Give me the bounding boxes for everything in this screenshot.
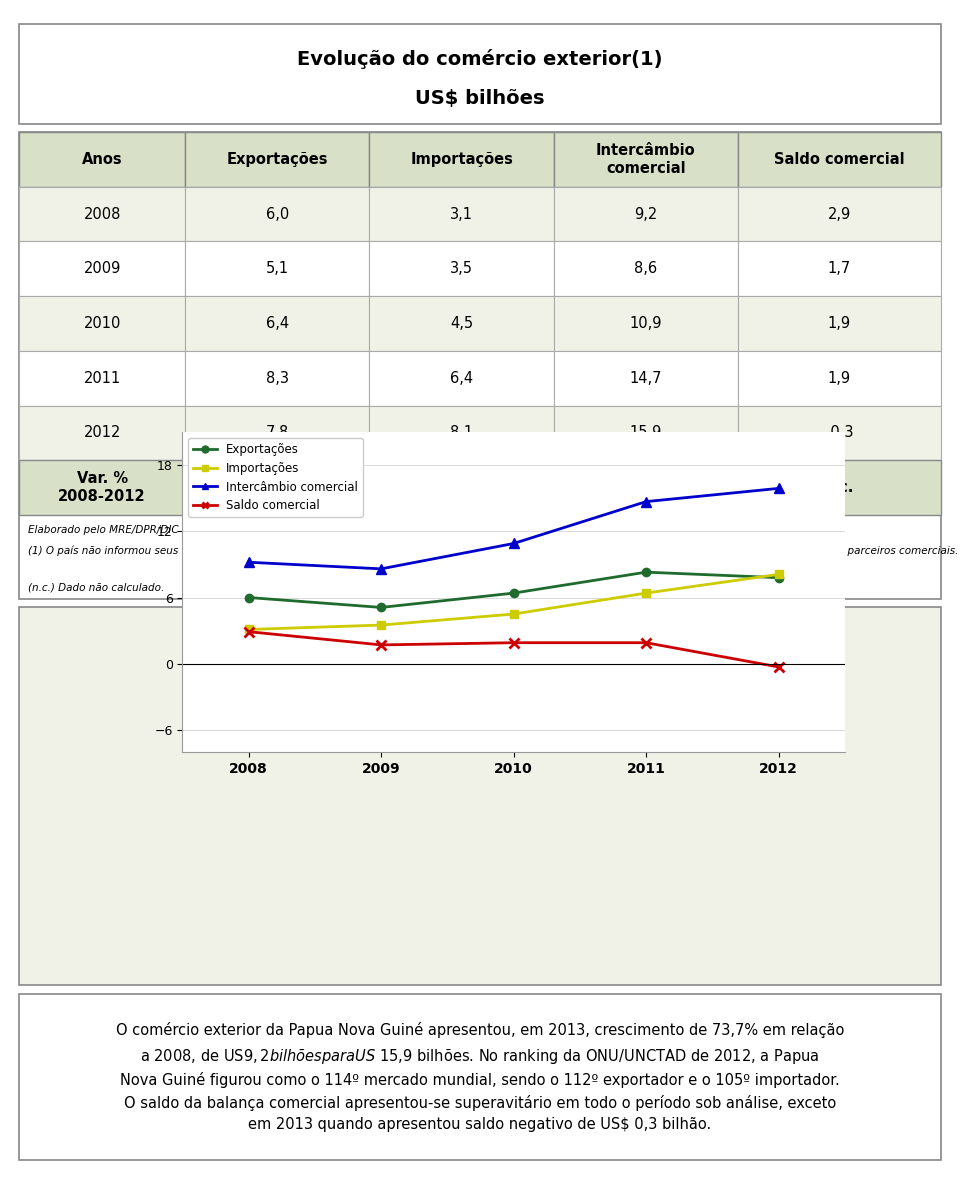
Bar xyxy=(185,187,370,242)
Bar xyxy=(370,296,554,350)
Text: 7,8: 7,8 xyxy=(266,425,289,440)
Text: Var. %
2008-2012: Var. % 2008-2012 xyxy=(59,471,146,503)
Bar xyxy=(554,350,738,406)
Text: 2008: 2008 xyxy=(84,206,121,221)
Bar xyxy=(370,350,554,406)
Bar xyxy=(738,187,941,242)
Text: 2,9: 2,9 xyxy=(828,206,852,221)
Text: Anos: Anos xyxy=(82,152,123,167)
Text: 1,7: 1,7 xyxy=(828,262,852,276)
Text: 1,9: 1,9 xyxy=(828,371,851,386)
Bar xyxy=(185,242,370,296)
Bar xyxy=(738,350,941,406)
Bar xyxy=(554,296,738,350)
Text: 6,4: 6,4 xyxy=(266,316,289,332)
Text: 8,1: 8,1 xyxy=(450,425,473,440)
Bar xyxy=(19,406,185,461)
Text: 4,5: 4,5 xyxy=(450,316,473,332)
Bar xyxy=(19,350,185,406)
Text: 15,9: 15,9 xyxy=(630,425,662,440)
Text: Saldo comercial: Saldo comercial xyxy=(774,152,904,167)
Bar xyxy=(19,187,185,242)
Text: 2009: 2009 xyxy=(84,262,121,276)
Bar xyxy=(185,461,370,515)
Bar xyxy=(19,461,185,515)
Bar xyxy=(185,133,370,187)
Bar xyxy=(738,406,941,461)
Text: (n.c.) Dado não calculado.: (n.c.) Dado não calculado. xyxy=(29,583,165,593)
Text: 10,9: 10,9 xyxy=(630,316,662,332)
Text: -0,3: -0,3 xyxy=(826,425,853,440)
Bar xyxy=(554,187,738,242)
Bar xyxy=(554,242,738,296)
Bar xyxy=(554,133,738,187)
Bar xyxy=(370,187,554,242)
Text: n.c.: n.c. xyxy=(825,480,854,495)
Bar xyxy=(19,133,185,187)
Text: Exportações: Exportações xyxy=(227,152,328,167)
Bar xyxy=(738,461,941,515)
Text: Elaborado pelo MRE/DPR/DIC - Divisão de Inteligência Comercial, com base em dado: Elaborado pelo MRE/DPR/DIC - Divisão de … xyxy=(29,525,695,535)
Bar xyxy=(370,242,554,296)
Text: Evolução do comércio exterior(1): Evolução do comércio exterior(1) xyxy=(298,49,662,69)
Bar xyxy=(19,296,185,350)
Text: 2011: 2011 xyxy=(84,371,121,386)
Bar xyxy=(370,406,554,461)
Text: 8,3: 8,3 xyxy=(266,371,289,386)
Bar xyxy=(554,406,738,461)
Text: (1) O país não informou seus dados à UNCTAD, portanto as estatísticas foram elab: (1) O país não informou seus dados à UNC… xyxy=(29,546,959,555)
Text: 5,1: 5,1 xyxy=(266,262,289,276)
Bar xyxy=(554,461,738,515)
Text: 29,3%: 29,3% xyxy=(252,480,302,495)
Text: Intercâmbio
comercial: Intercâmbio comercial xyxy=(596,143,696,175)
Text: O comércio exterior da Papua Nova Guiné apresentou, em 2013, crescimento de 73,7: O comércio exterior da Papua Nova Guiné … xyxy=(116,1022,844,1132)
Legend: Exportações, Importações, Intercâmbio comercial, Saldo comercial: Exportações, Importações, Intercâmbio co… xyxy=(188,438,363,517)
Text: 9,2: 9,2 xyxy=(635,206,658,221)
Text: 160,1%: 160,1% xyxy=(431,480,492,495)
Bar xyxy=(370,133,554,187)
Text: 2010: 2010 xyxy=(84,316,121,332)
FancyBboxPatch shape xyxy=(19,133,941,599)
Bar xyxy=(738,296,941,350)
Text: 6,4: 6,4 xyxy=(450,371,473,386)
Bar xyxy=(185,296,370,350)
Bar xyxy=(185,350,370,406)
Bar xyxy=(185,406,370,461)
FancyBboxPatch shape xyxy=(19,993,941,1160)
Bar xyxy=(738,242,941,296)
FancyBboxPatch shape xyxy=(19,24,941,123)
Text: 8,6: 8,6 xyxy=(635,262,658,276)
Text: US$ bilhões: US$ bilhões xyxy=(416,89,544,108)
Text: 73,7%: 73,7% xyxy=(620,480,671,495)
Text: 3,5: 3,5 xyxy=(450,262,473,276)
FancyBboxPatch shape xyxy=(19,607,941,985)
Bar xyxy=(738,133,941,187)
Text: 1,9: 1,9 xyxy=(828,316,851,332)
Text: Importações: Importações xyxy=(410,152,513,167)
Text: 6,0: 6,0 xyxy=(266,206,289,221)
Text: 2012: 2012 xyxy=(84,425,121,440)
Text: 3,1: 3,1 xyxy=(450,206,473,221)
Bar xyxy=(370,461,554,515)
Text: 14,7: 14,7 xyxy=(630,371,662,386)
Bar xyxy=(19,242,185,296)
